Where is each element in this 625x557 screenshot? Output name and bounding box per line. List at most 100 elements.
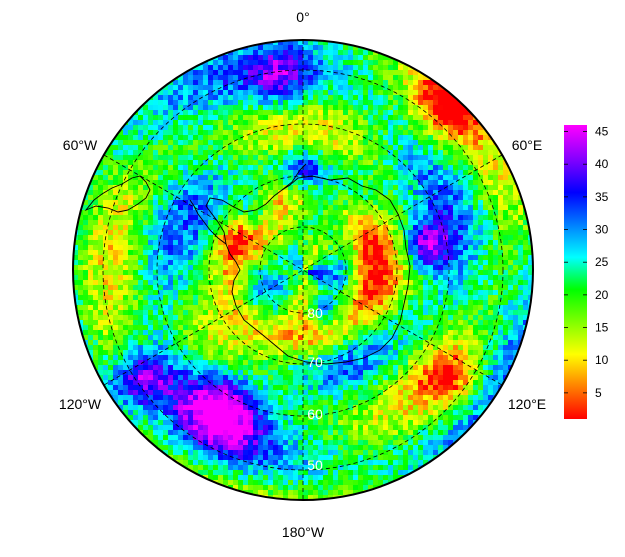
data-cell — [153, 240, 159, 246]
data-cell — [473, 335, 479, 341]
data-cell — [243, 305, 249, 311]
data-cell — [513, 350, 519, 356]
data-cell — [198, 335, 204, 341]
data-cell — [278, 200, 284, 206]
data-cell — [423, 225, 429, 231]
data-cell — [343, 235, 349, 241]
data-cell — [468, 225, 474, 231]
data-cell — [98, 220, 104, 226]
data-cell — [198, 320, 204, 326]
data-cell — [363, 305, 369, 311]
data-cell — [383, 290, 389, 296]
data-cell — [178, 125, 184, 131]
data-cell — [393, 130, 399, 136]
data-cell — [293, 130, 299, 136]
data-cell — [263, 235, 269, 241]
data-cell — [388, 165, 394, 171]
data-cell — [508, 200, 514, 206]
data-cell — [363, 240, 369, 246]
data-cell — [393, 315, 399, 321]
data-cell — [323, 90, 329, 96]
data-cell — [313, 350, 319, 356]
data-cell — [163, 245, 169, 251]
data-cell — [393, 215, 399, 221]
data-cell — [368, 265, 374, 271]
data-cell — [408, 215, 414, 221]
data-cell — [343, 200, 349, 206]
data-cell — [473, 350, 479, 356]
data-cell — [273, 125, 279, 131]
data-cell — [123, 225, 129, 231]
data-cell — [228, 220, 234, 226]
data-cell — [453, 105, 459, 111]
data-cell — [483, 215, 489, 221]
data-cell — [183, 85, 189, 91]
data-cell — [313, 255, 319, 261]
data-cell — [228, 175, 234, 181]
data-cell — [463, 120, 469, 126]
data-cell — [458, 125, 464, 131]
data-cell — [113, 250, 119, 256]
data-cell — [383, 60, 389, 66]
data-cell — [308, 195, 314, 201]
data-cell — [468, 115, 474, 121]
data-cell — [483, 290, 489, 296]
data-cell — [198, 145, 204, 151]
data-cell — [128, 185, 134, 191]
data-cell — [393, 310, 399, 316]
data-cell — [98, 285, 104, 291]
data-cell — [313, 315, 319, 321]
data-cell — [508, 325, 514, 331]
data-cell — [193, 130, 199, 136]
data-cell — [378, 340, 384, 346]
data-cell — [253, 230, 259, 236]
data-cell — [423, 175, 429, 181]
data-cell — [188, 255, 194, 261]
data-cell — [313, 45, 319, 51]
data-cell — [343, 160, 349, 166]
data-cell — [388, 205, 394, 211]
data-cell — [93, 240, 99, 246]
data-cell — [123, 315, 129, 321]
data-cell — [443, 95, 449, 101]
data-cell — [113, 315, 119, 321]
data-cell — [443, 205, 449, 211]
data-cell — [283, 70, 289, 76]
data-cell — [373, 120, 379, 126]
data-cell — [88, 240, 94, 246]
data-cell — [293, 165, 299, 171]
data-cell — [333, 85, 339, 91]
data-cell — [248, 55, 254, 61]
data-cell — [108, 200, 114, 206]
data-cell — [118, 170, 124, 176]
data-cell — [128, 290, 134, 296]
data-cell — [353, 190, 359, 196]
data-cell — [308, 45, 314, 51]
data-cell — [308, 165, 314, 171]
data-cell — [183, 225, 189, 231]
data-cell — [113, 185, 119, 191]
data-cell — [203, 325, 209, 331]
data-cell — [288, 245, 294, 251]
data-cell — [438, 240, 444, 246]
data-cell — [128, 315, 134, 321]
data-cell — [278, 155, 284, 161]
data-cell — [158, 245, 164, 251]
data-cell — [288, 200, 294, 206]
data-cell — [333, 150, 339, 156]
data-cell — [93, 300, 99, 306]
data-cell — [108, 160, 114, 166]
data-cell — [318, 350, 324, 356]
data-cell — [83, 275, 89, 281]
data-cell — [203, 75, 209, 81]
data-cell — [438, 230, 444, 236]
data-cell — [293, 55, 299, 61]
data-cell — [238, 325, 244, 331]
data-cell — [128, 130, 134, 136]
data-cell — [338, 60, 344, 66]
data-cell — [418, 330, 424, 336]
data-cell — [263, 165, 269, 171]
data-cell — [478, 340, 484, 346]
data-cell — [208, 220, 214, 226]
data-cell — [88, 300, 94, 306]
